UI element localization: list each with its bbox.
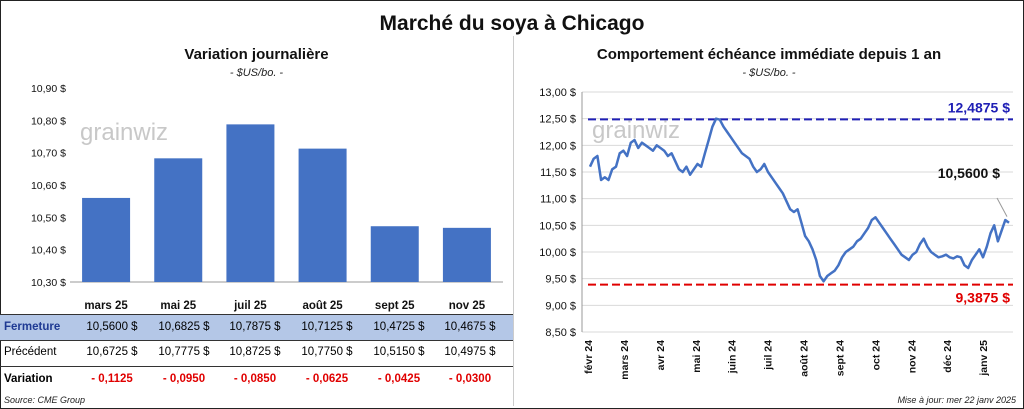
x-tick-label: févr 24 <box>583 340 595 374</box>
table-row-var: Variation - 0,1125 - 0,0950 - 0,0850 - 0… <box>0 366 513 392</box>
var-cell: - 0,0300 <box>448 373 492 385</box>
row-label-close: Fermeture <box>4 321 61 333</box>
y-tick-label: 8,50 $ <box>545 327 576 339</box>
var-cell: - 0,0425 <box>377 373 421 385</box>
last-value-leader <box>996 197 1008 217</box>
close-cell: 10,6825 $ <box>158 321 210 333</box>
left-chart-subtitle: - $US/bo. - <box>229 67 284 79</box>
update-note: Mise à jour: mer 22 janv 2025 <box>897 395 1016 405</box>
close-cell: 10,4675 $ <box>444 321 496 333</box>
left-chart-title: Variation journalière <box>184 46 329 63</box>
last-value-label: 10,5600 $ <box>938 165 1000 181</box>
close-cell: 10,7125 $ <box>301 321 353 333</box>
prev-cell: 10,5150 $ <box>373 346 425 358</box>
x-tick-label: nov 24 <box>906 340 918 373</box>
y-tick-label: 11,50 $ <box>540 167 576 179</box>
y-tick-label: 9,50 $ <box>545 274 576 286</box>
bar <box>154 158 203 282</box>
y-tick-label: 9,00 $ <box>545 300 576 312</box>
y-tick-label: 10,40 $ <box>31 245 66 257</box>
x-tick-label: sept 24 <box>834 340 846 376</box>
var-cell: - 0,0850 <box>233 373 277 385</box>
x-tick-label: mars 24 <box>619 340 631 380</box>
price-series-line <box>588 117 1010 283</box>
y-tick-label: 10,90 $ <box>31 83 66 95</box>
y-tick-label: 11,00 $ <box>540 194 576 206</box>
y-tick-label: 10,80 $ <box>31 115 66 127</box>
bar <box>82 197 131 282</box>
bar <box>442 227 491 282</box>
x-tick-label: juin 24 <box>727 340 739 374</box>
watermark-logo: grainwiz <box>592 117 680 144</box>
prev-cell: 10,7775 $ <box>158 346 210 358</box>
y-tick-label: 10,00 $ <box>539 247 576 259</box>
prev-cell: 10,6725 $ <box>86 346 138 358</box>
var-cell: - 0,1125 <box>91 373 133 385</box>
y-tick-label: 10,50 $ <box>31 212 66 224</box>
bar <box>370 226 419 282</box>
x-tick-label: juil 24 <box>763 340 775 371</box>
bar <box>226 124 275 282</box>
x-tick-label: nov 25 <box>449 300 486 312</box>
row-label-var: Variation <box>4 373 53 385</box>
y-tick-label: 12,00 $ <box>539 140 576 152</box>
y-tick-label: 10,30 $ <box>31 277 66 289</box>
close-cell: 10,7875 $ <box>229 321 281 333</box>
main-title: Marché du soya à Chicago <box>379 12 645 35</box>
var-cell: - 0,0950 <box>162 373 206 385</box>
y-tick-label: 13,00 $ <box>539 87 576 99</box>
table-row-prev: Précédent 10,6725 $ 10,7775 $ 10,8725 $ … <box>0 340 513 365</box>
x-tick-label: mars 25 <box>84 300 128 312</box>
prev-cell: 10,7750 $ <box>301 346 353 358</box>
close-cell: 10,4725 $ <box>373 321 425 333</box>
high-label: 12,4875 $ <box>948 99 1010 115</box>
y-tick-label: 10,50 $ <box>539 220 576 232</box>
x-tick-label: mai 25 <box>160 300 196 312</box>
bar <box>298 148 347 282</box>
y-tick-label: 12,50 $ <box>539 114 576 126</box>
prev-cell: 10,8725 $ <box>229 346 281 358</box>
panel-divider <box>513 36 514 406</box>
x-tick-label: août 24 <box>799 340 811 377</box>
y-tick-label: 10,60 $ <box>31 180 66 192</box>
x-tick-label: mai 24 <box>691 340 703 373</box>
var-cell: - 0,0625 <box>305 373 349 385</box>
x-tick-label: oct 24 <box>870 340 882 371</box>
watermark-logo: grainwiz <box>80 119 168 146</box>
table-row-close: Fermeture 10,5600 $ 10,6825 $ 10,7875 $ … <box>0 314 513 341</box>
close-cell: 10,5600 $ <box>86 321 138 333</box>
right-chart-subtitle: - $US/bo. - <box>742 67 796 79</box>
y-tick-label: 10,70 $ <box>31 148 66 160</box>
prev-cell: 10,4975 $ <box>444 346 496 358</box>
x-tick-label: juil 25 <box>233 300 267 312</box>
x-tick-label: sept 25 <box>375 300 415 312</box>
x-tick-label: déc 24 <box>942 340 954 373</box>
x-tick-label: août 25 <box>302 300 343 312</box>
source-note: Source: CME Group <box>4 395 86 405</box>
right-chart-title: Comportement échéance immédiate depuis 1… <box>596 46 942 63</box>
low-label: 9,3875 $ <box>956 290 1011 306</box>
x-tick-label: avr 24 <box>655 340 667 371</box>
x-tick-label: janv 25 <box>978 340 990 377</box>
row-label-prev: Précédent <box>4 346 57 358</box>
